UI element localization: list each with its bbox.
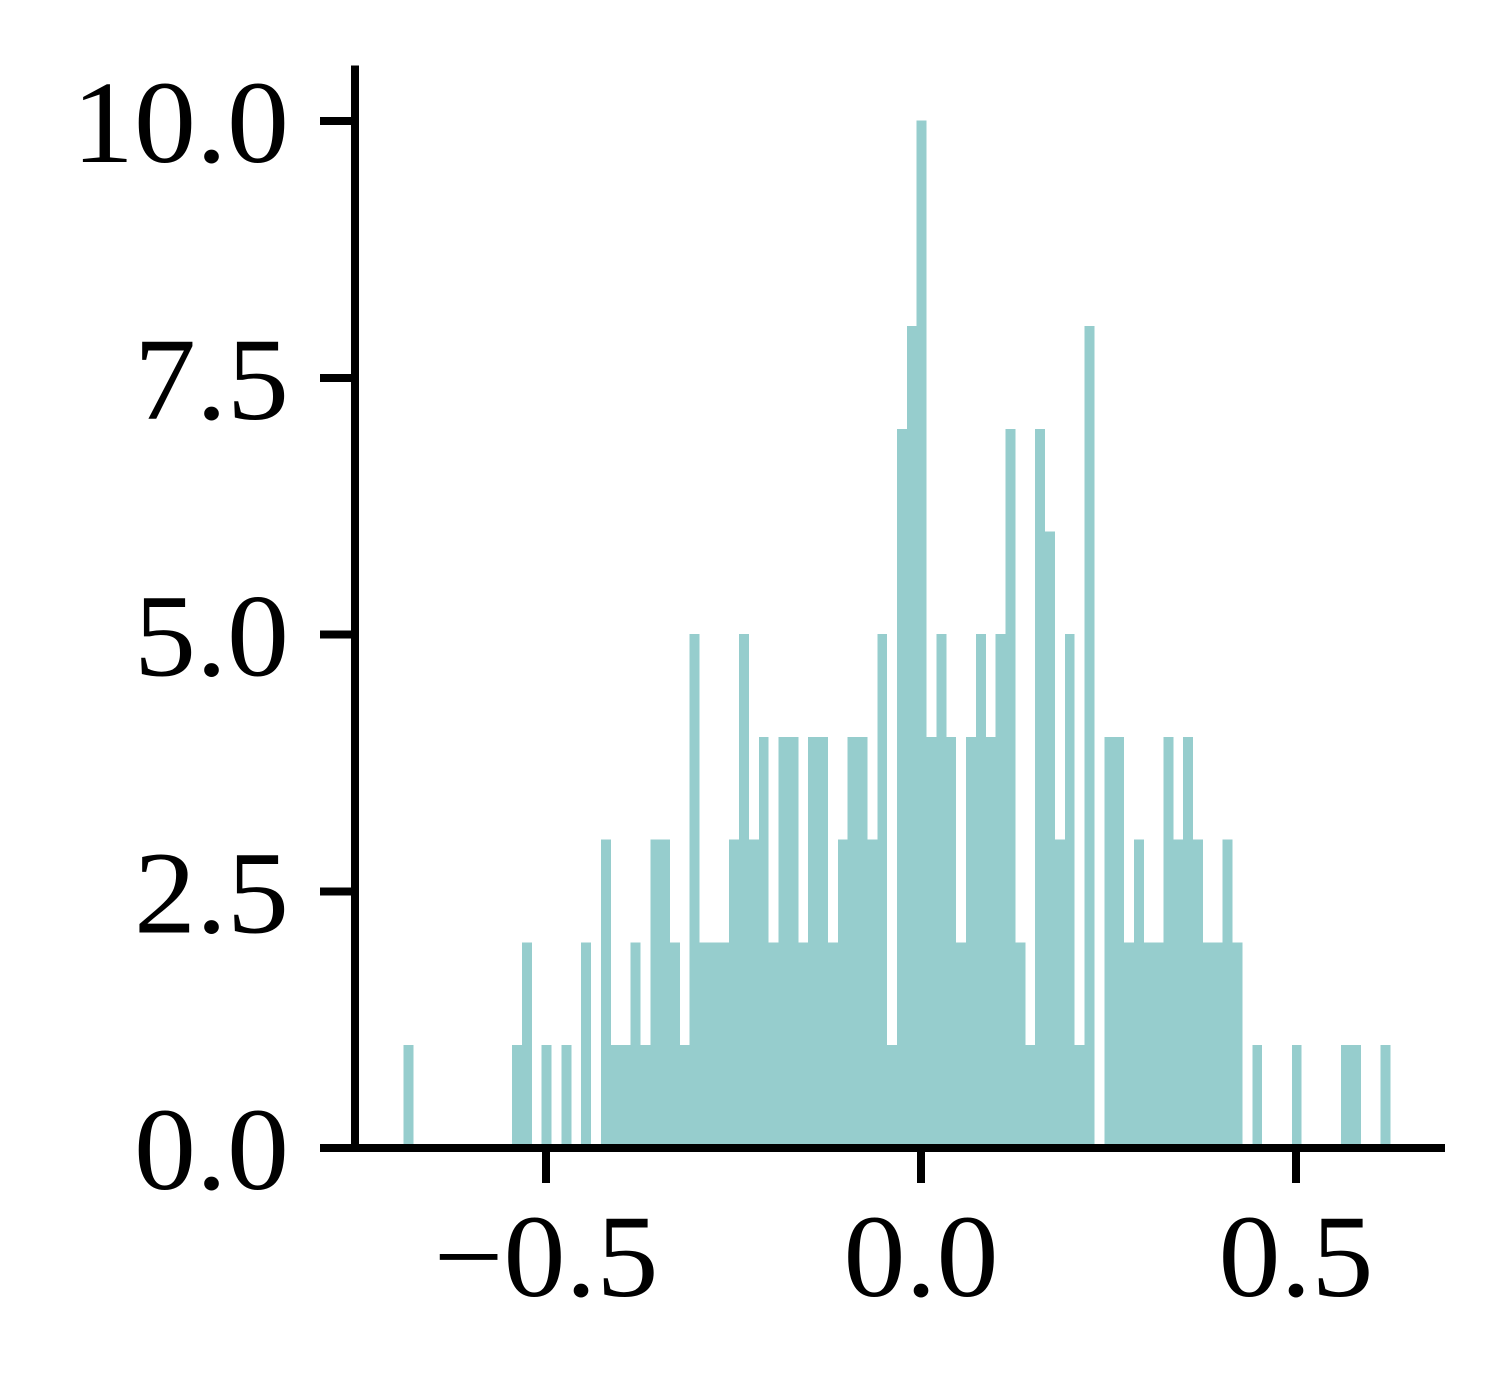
svg-text:5.0: 5.0 <box>134 571 289 702</box>
svg-text:0.0: 0.0 <box>844 1192 999 1323</box>
svg-text:0.0: 0.0 <box>134 1085 289 1216</box>
svg-text:7.5: 7.5 <box>134 315 289 446</box>
svg-text:0.5: 0.5 <box>1219 1192 1374 1323</box>
svg-text:2.5: 2.5 <box>134 828 289 959</box>
svg-text:10.0: 10.0 <box>72 58 289 189</box>
svg-text:−0.5: −0.5 <box>434 1192 659 1323</box>
